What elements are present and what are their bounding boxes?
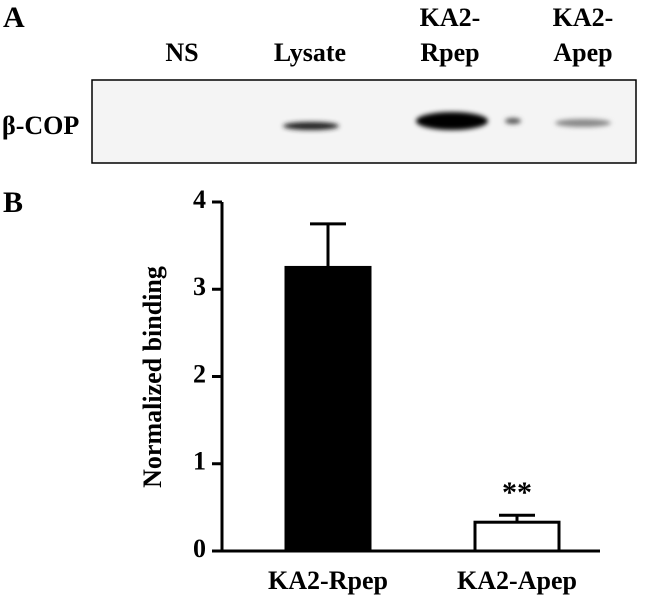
lane-labels: NS Lysate KA2- Rpep KA2- Apep — [165, 3, 613, 67]
band — [505, 118, 521, 124]
x-tick-label: KA2-Rpep — [268, 566, 388, 595]
lane-label: Lysate — [274, 38, 346, 67]
x-tick-label: KA2-Apep — [457, 566, 577, 595]
y-tick-label: 2 — [193, 359, 206, 388]
bar — [284, 265, 372, 553]
band — [416, 112, 488, 130]
band — [555, 119, 611, 127]
plot: 0 1 2 3 4 KA2-Rpep KA2-Apep ** — [193, 185, 600, 595]
lane-label: NS — [165, 38, 198, 67]
lane-label: KA2- — [553, 3, 614, 32]
row-label: β-COP — [2, 111, 79, 140]
lane-label: Apep — [553, 38, 612, 67]
y-tick-label: 4 — [193, 185, 206, 214]
y-tick-label: 0 — [193, 534, 206, 563]
band — [283, 122, 339, 130]
bands — [283, 112, 611, 130]
y-tick-label: 3 — [193, 272, 206, 301]
lane-label: KA2- — [420, 3, 481, 32]
panel-label: A — [3, 1, 25, 34]
bar — [473, 520, 561, 553]
annotation: ** — [502, 476, 532, 509]
panel-label: B — [3, 186, 23, 219]
lane-label: Rpep — [420, 38, 479, 67]
y-tick-label: 1 — [193, 447, 206, 476]
blot — [91, 79, 637, 164]
y-axis-label: Normalized binding — [138, 266, 167, 488]
